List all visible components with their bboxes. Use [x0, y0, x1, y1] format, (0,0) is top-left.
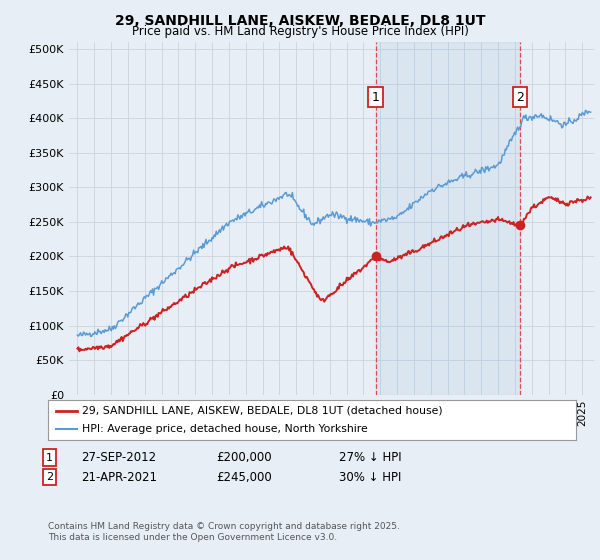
Text: This data is licensed under the Open Government Licence v3.0.: This data is licensed under the Open Gov… [48, 533, 337, 542]
Text: Contains HM Land Registry data © Crown copyright and database right 2025.: Contains HM Land Registry data © Crown c… [48, 522, 400, 531]
Text: 27-SEP-2012: 27-SEP-2012 [81, 451, 156, 464]
Text: 1: 1 [46, 452, 53, 463]
Text: 30% ↓ HPI: 30% ↓ HPI [339, 470, 401, 484]
Text: 29, SANDHILL LANE, AISKEW, BEDALE, DL8 1UT (detached house): 29, SANDHILL LANE, AISKEW, BEDALE, DL8 1… [82, 406, 443, 416]
Text: 1: 1 [372, 91, 380, 104]
Text: HPI: Average price, detached house, North Yorkshire: HPI: Average price, detached house, Nort… [82, 424, 368, 434]
Text: 2: 2 [46, 472, 53, 482]
Text: 21-APR-2021: 21-APR-2021 [81, 470, 157, 484]
Text: 29, SANDHILL LANE, AISKEW, BEDALE, DL8 1UT: 29, SANDHILL LANE, AISKEW, BEDALE, DL8 1… [115, 14, 485, 28]
Bar [376, 42, 520, 395]
Text: 27% ↓ HPI: 27% ↓ HPI [339, 451, 401, 464]
Text: £245,000: £245,000 [216, 470, 272, 484]
Text: 2: 2 [516, 91, 524, 104]
Text: Price paid vs. HM Land Registry's House Price Index (HPI): Price paid vs. HM Land Registry's House … [131, 25, 469, 38]
Text: £200,000: £200,000 [216, 451, 272, 464]
